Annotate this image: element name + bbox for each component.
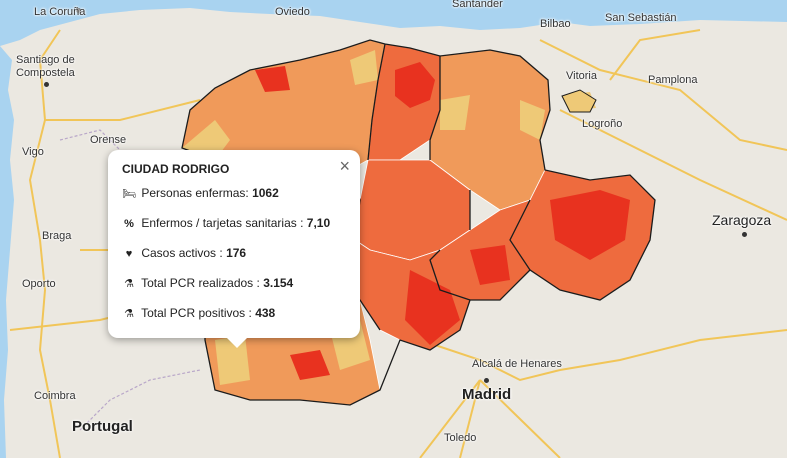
row-label: Total PCR realizados : (141, 276, 260, 290)
city-braga: Braga (42, 230, 72, 242)
city-vitoria: Vitoria (566, 70, 597, 82)
city-dot (76, 8, 81, 13)
info-popup: CIUDAD RODRIGO × 🛏 Personas enfermas: 10… (108, 150, 360, 348)
row-label: Total PCR positivos : (141, 306, 252, 320)
city-coimbra: Coimbra (34, 390, 76, 402)
country-portugal: Portugal (72, 418, 133, 435)
popup-row-pcr-total: ⚗ Total PCR realizados : 3.154 (122, 276, 293, 290)
city-santiago-line2: Compostela (16, 67, 75, 79)
popup-row-pcr-positive: ⚗ Total PCR positivos : 438 (122, 306, 275, 320)
city-orense: Orense (90, 134, 127, 146)
city-pamplona: Pamplona (648, 74, 698, 86)
row-label: Casos activos : (141, 246, 223, 260)
row-value: 176 (226, 246, 247, 260)
city-toledo: Toledo (444, 432, 477, 444)
city-dot (742, 232, 747, 237)
city-vigo: Vigo (22, 146, 44, 158)
city-dot (44, 82, 49, 87)
city-san-sebastian: San Sebastián (605, 12, 677, 24)
city-santiago-line1: Santiago de (16, 54, 75, 66)
row-value: 3.154 (263, 276, 294, 290)
row-label: Enfermos / tarjetas sanitarias : (141, 216, 304, 230)
city-santander: Santander (452, 0, 503, 10)
city-zaragoza: Zaragoza (712, 212, 772, 228)
city-dot (484, 378, 489, 383)
popup-title: CIUDAD RODRIGO (122, 162, 230, 176)
flask-icon: ⚗ (124, 278, 134, 290)
close-icon[interactable]: × (339, 156, 350, 176)
popup-row-active: ♥ Casos activos : 176 (122, 246, 246, 260)
city-alcala: Alcalá de Henares (472, 358, 562, 370)
heartbeat-icon: ♥ (125, 248, 133, 260)
city-oviedo: Oviedo (275, 6, 310, 18)
row-label: Personas enfermas: (141, 186, 249, 200)
bed-icon: 🛏 (122, 188, 136, 200)
row-value: 7,10 (306, 216, 331, 230)
city-bilbao: Bilbao (540, 18, 571, 30)
city-la-coruna: La Coruña (34, 6, 86, 18)
city-logrono: Logroño (582, 118, 623, 130)
flask-icon: ⚗ (124, 308, 134, 320)
city-oporto: Oporto (22, 278, 56, 290)
row-value: 1062 (252, 186, 279, 200)
popup-row-sick: 🛏 Personas enfermas: 1062 (122, 186, 279, 200)
percent-icon: % (124, 218, 134, 230)
atlantic (0, 46, 14, 458)
enclave-trevino (561, 89, 597, 113)
row-value: 438 (255, 306, 276, 320)
sea (0, 0, 787, 46)
city-madrid: Madrid (462, 386, 512, 403)
popup-row-ratio: % Enfermos / tarjetas sanitarias : 7,10 (122, 216, 330, 230)
